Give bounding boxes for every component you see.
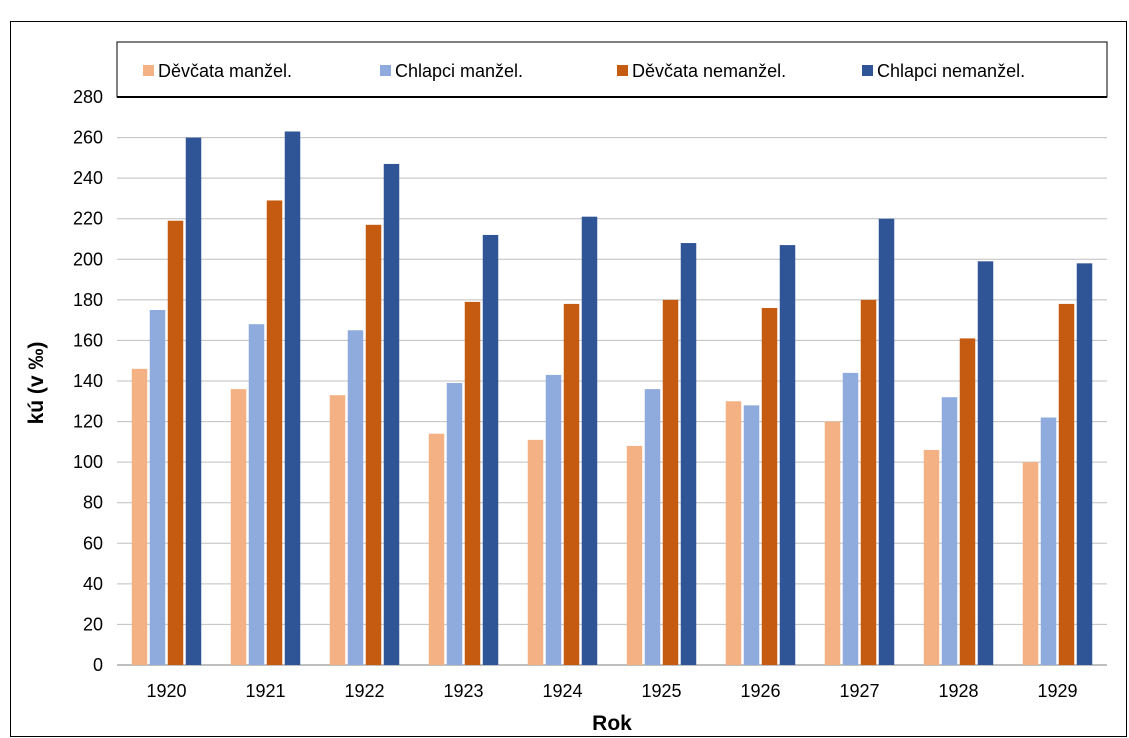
bar <box>743 405 760 665</box>
x-tick-label: 1921 <box>245 681 285 701</box>
bar <box>464 301 481 665</box>
y-tick-label: 100 <box>73 452 103 472</box>
bar <box>1058 303 1075 665</box>
legend: Děvčata manžel. Chlapci manžel. Děvčata ne… <box>116 41 1108 98</box>
bar <box>428 433 445 665</box>
gridlines <box>117 96 1107 666</box>
legend-swatch <box>862 65 873 76</box>
y-axis-title: kú (v ‰) <box>25 342 48 425</box>
bar <box>563 303 580 665</box>
x-axis-title: Rok <box>592 712 632 735</box>
x-tick-label: 1925 <box>641 681 681 701</box>
y-tick-label: 20 <box>83 614 103 634</box>
bar <box>230 389 247 665</box>
bar <box>680 243 697 666</box>
bar <box>446 383 463 665</box>
bar <box>878 218 895 665</box>
bar <box>842 372 859 665</box>
bar <box>860 299 877 665</box>
x-tick-label: 1929 <box>1037 681 1077 701</box>
bar <box>347 330 364 665</box>
y-tick-label: 280 <box>73 87 103 107</box>
legend-swatch <box>143 65 154 76</box>
x-tick-label: 1927 <box>839 681 879 701</box>
bar <box>779 245 796 666</box>
y-tick-label: 260 <box>73 128 103 148</box>
bar <box>185 137 202 666</box>
bar <box>626 445 643 665</box>
y-tick-label: 240 <box>73 168 103 188</box>
bar <box>248 324 265 665</box>
bar <box>329 395 346 665</box>
bar <box>662 299 679 665</box>
x-tick-label: 1922 <box>344 681 384 701</box>
x-axis-ticks: 1920 1921 1922 1923 1924 1925 1926 1927 1928 1929 <box>146 681 1077 701</box>
y-tick-label: 200 <box>73 249 103 269</box>
bar <box>365 224 382 666</box>
bar <box>545 374 562 665</box>
bar <box>725 401 742 665</box>
x-tick-label: 1920 <box>146 681 186 701</box>
bar <box>959 338 976 665</box>
bar <box>977 261 994 665</box>
bar <box>149 310 166 665</box>
legend-label: Chlapci manžel. <box>395 61 523 81</box>
legend-swatch <box>380 65 391 76</box>
y-tick-label: 0 <box>93 655 103 675</box>
bar <box>266 200 283 665</box>
bars <box>131 131 1093 666</box>
bar <box>527 439 544 665</box>
x-tick-label: 1926 <box>740 681 780 701</box>
y-tick-label: 160 <box>73 330 103 350</box>
y-axis-ticks: 0 20 40 60 80 100 120 140 160 180 200 220 240 260 280 <box>73 87 103 675</box>
bar <box>1022 462 1039 665</box>
legend-swatch <box>617 65 628 76</box>
legend-label: Děvčata nemanžel. <box>632 61 786 81</box>
bar <box>131 368 148 665</box>
x-tick-label: 1923 <box>443 681 483 701</box>
x-tick-label: 1928 <box>938 681 978 701</box>
bar <box>1076 263 1093 665</box>
y-tick-label: 40 <box>83 574 103 594</box>
x-tick-label: 1924 <box>542 681 582 701</box>
bar <box>644 389 661 665</box>
legend-label: Děvčata manžel. <box>158 61 292 81</box>
bar <box>824 421 841 665</box>
bar <box>383 163 400 665</box>
bar <box>482 234 499 665</box>
legend-label: Chlapci nemanžel. <box>877 61 1025 81</box>
y-tick-label: 120 <box>73 412 103 432</box>
y-tick-label: 140 <box>73 371 103 391</box>
y-tick-label: 60 <box>83 533 103 553</box>
bar <box>167 220 184 665</box>
y-tick-label: 80 <box>83 493 103 513</box>
bar <box>284 131 301 665</box>
legend-box <box>116 41 1108 98</box>
y-tick-label: 220 <box>73 209 103 229</box>
y-tick-label: 180 <box>73 290 103 310</box>
bar <box>581 216 598 665</box>
bar <box>941 397 958 665</box>
bar <box>923 449 940 665</box>
bar <box>761 307 778 665</box>
bar <box>1040 417 1057 665</box>
